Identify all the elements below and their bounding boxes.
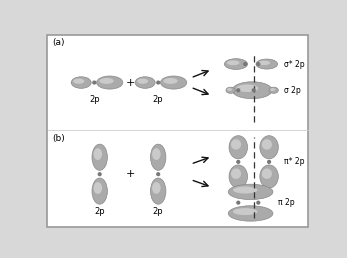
Ellipse shape [151, 144, 166, 170]
Ellipse shape [227, 60, 239, 65]
Circle shape [93, 81, 96, 84]
Ellipse shape [262, 139, 272, 150]
Ellipse shape [94, 148, 102, 160]
Ellipse shape [262, 168, 272, 179]
Text: +: + [126, 78, 135, 87]
Text: 2p: 2p [153, 95, 163, 104]
Circle shape [157, 81, 160, 84]
Ellipse shape [256, 59, 278, 69]
Text: σ* 2p: σ* 2p [284, 60, 304, 69]
Text: (b): (b) [52, 134, 65, 143]
Ellipse shape [135, 77, 155, 88]
Circle shape [157, 173, 160, 175]
Ellipse shape [71, 77, 91, 88]
Ellipse shape [92, 178, 107, 204]
Ellipse shape [73, 79, 84, 84]
Ellipse shape [152, 148, 161, 160]
Text: 2p: 2p [94, 206, 105, 215]
Ellipse shape [269, 87, 278, 93]
Ellipse shape [151, 178, 166, 204]
Circle shape [237, 89, 240, 92]
Ellipse shape [161, 76, 187, 89]
Ellipse shape [152, 182, 161, 194]
Text: π 2p: π 2p [278, 198, 294, 207]
Ellipse shape [229, 165, 247, 188]
Circle shape [257, 201, 260, 204]
Circle shape [252, 89, 255, 92]
Text: 2p: 2p [89, 95, 100, 104]
Ellipse shape [94, 182, 102, 194]
Circle shape [237, 160, 240, 163]
Ellipse shape [236, 84, 259, 92]
Ellipse shape [260, 136, 278, 159]
Circle shape [244, 63, 247, 66]
Circle shape [237, 201, 240, 204]
Ellipse shape [96, 76, 123, 89]
Circle shape [268, 160, 270, 163]
Ellipse shape [233, 187, 257, 194]
Text: π* 2p: π* 2p [284, 157, 304, 166]
Ellipse shape [231, 139, 241, 150]
Circle shape [98, 173, 101, 175]
Text: (a): (a) [52, 38, 65, 47]
Ellipse shape [228, 184, 273, 200]
Ellipse shape [225, 59, 247, 69]
Ellipse shape [99, 78, 114, 84]
Text: 2p: 2p [153, 206, 163, 215]
Ellipse shape [163, 78, 178, 84]
Ellipse shape [260, 165, 278, 188]
Ellipse shape [226, 87, 235, 93]
Ellipse shape [270, 88, 275, 91]
Circle shape [257, 63, 260, 66]
Text: +: + [126, 169, 135, 179]
Ellipse shape [227, 88, 232, 91]
Ellipse shape [232, 82, 272, 99]
Ellipse shape [228, 206, 273, 221]
Ellipse shape [231, 168, 241, 179]
FancyBboxPatch shape [47, 35, 307, 227]
Text: σ 2p: σ 2p [284, 86, 301, 95]
Ellipse shape [137, 79, 148, 84]
Ellipse shape [233, 208, 257, 215]
Ellipse shape [258, 61, 270, 65]
Ellipse shape [92, 144, 107, 170]
Ellipse shape [229, 136, 247, 159]
